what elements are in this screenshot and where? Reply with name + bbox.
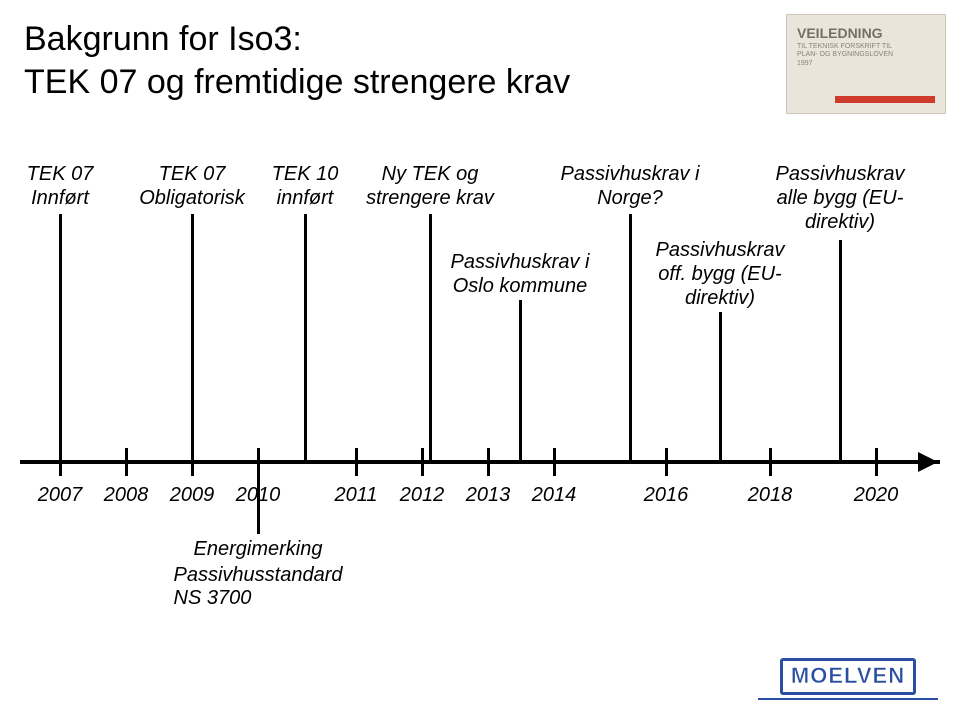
tick-label-2013: 2013 bbox=[466, 484, 511, 507]
event-stem-passiv_norge bbox=[629, 214, 632, 460]
title-line2: TEK 07 og fremtidige strengere krav bbox=[24, 63, 570, 101]
timeline-diagram: 2007200820092010201120122013201420162018… bbox=[0, 140, 960, 520]
tick-2011 bbox=[355, 448, 358, 476]
event-stem-tek07_innfort bbox=[59, 214, 62, 460]
event-label-tek07_oblig: TEK 07Obligatorisk bbox=[139, 162, 245, 210]
tick-label-2009: 2009 bbox=[170, 484, 215, 507]
timeline-axis bbox=[20, 460, 940, 464]
event-label-tek07_innfort: TEK 07Innført bbox=[27, 162, 94, 210]
below-label-ns3700: PassivhusstandardNS 3700 bbox=[174, 564, 343, 610]
veiledning-sub2: PLAN- OG BYGNINGSLOVEN bbox=[797, 51, 935, 59]
tick-2020 bbox=[875, 448, 878, 476]
tick-2012 bbox=[421, 448, 424, 476]
page-title: Bakgrunn for Iso3: TEK 07 og fremtidige … bbox=[24, 18, 570, 103]
tick-2018 bbox=[769, 448, 772, 476]
tick-label-2011: 2011 bbox=[334, 484, 377, 507]
event-label-passiv_off: Passivhuskravoff. bygg (EU-direktiv) bbox=[635, 238, 805, 310]
moelven-logo: MOELVEN bbox=[758, 658, 938, 700]
below-stem-energimerking bbox=[257, 476, 260, 534]
event-stem-tek07_oblig bbox=[191, 214, 194, 460]
event-label-passiv_norge: Passivhuskrav iNorge? bbox=[561, 162, 700, 210]
event-stem-passiv_off bbox=[719, 312, 722, 460]
tick-label-2007: 2007 bbox=[38, 484, 83, 507]
tick-2016 bbox=[665, 448, 668, 476]
event-label-nytek: Ny TEK ogstrengere krav bbox=[366, 162, 494, 210]
tick-label-2018: 2018 bbox=[748, 484, 793, 507]
veiledning-sub3: 1997 bbox=[797, 60, 935, 68]
moelven-logo-box: MOELVEN bbox=[780, 658, 916, 695]
tick-label-2014: 2014 bbox=[532, 484, 577, 507]
moelven-logo-underline bbox=[758, 698, 938, 700]
event-label-passiv_alle: Passivhuskravalle bygg (EU-direktiv) bbox=[755, 162, 925, 234]
tick-label-2008: 2008 bbox=[104, 484, 149, 507]
event-stem-tek10_innfort bbox=[304, 214, 307, 460]
event-label-tek10_innfort: TEK 10innført bbox=[272, 162, 339, 210]
event-stem-nytek bbox=[429, 214, 432, 460]
tick-2014 bbox=[553, 448, 556, 476]
tick-label-2012: 2012 bbox=[400, 484, 445, 507]
tick-2008 bbox=[125, 448, 128, 476]
tick-2013 bbox=[487, 448, 490, 476]
veiledning-sub1: TIL TEKNISK FORSKRIFT TIL bbox=[797, 43, 935, 51]
veiledning-badge: VEILEDNING TIL TEKNISK FORSKRIFT TIL PLA… bbox=[786, 14, 946, 114]
event-stem-passiv_alle bbox=[839, 240, 842, 460]
event-stem-passiv_oslo bbox=[519, 300, 522, 460]
event-label-passiv_oslo: Passivhuskrav iOslo kommune bbox=[451, 250, 590, 298]
moelven-logo-text: MOELVEN bbox=[791, 663, 905, 688]
tick-2010 bbox=[257, 448, 260, 476]
veiledning-redbar bbox=[835, 96, 935, 103]
tick-label-2020: 2020 bbox=[854, 484, 899, 507]
below-label-energimerking: Energimerking bbox=[194, 538, 323, 561]
veiledning-title: VEILEDNING bbox=[797, 25, 935, 41]
tick-label-2016: 2016 bbox=[644, 484, 689, 507]
timeline-arrowhead bbox=[918, 452, 938, 472]
title-line1: Bakgrunn for Iso3: bbox=[24, 20, 302, 58]
